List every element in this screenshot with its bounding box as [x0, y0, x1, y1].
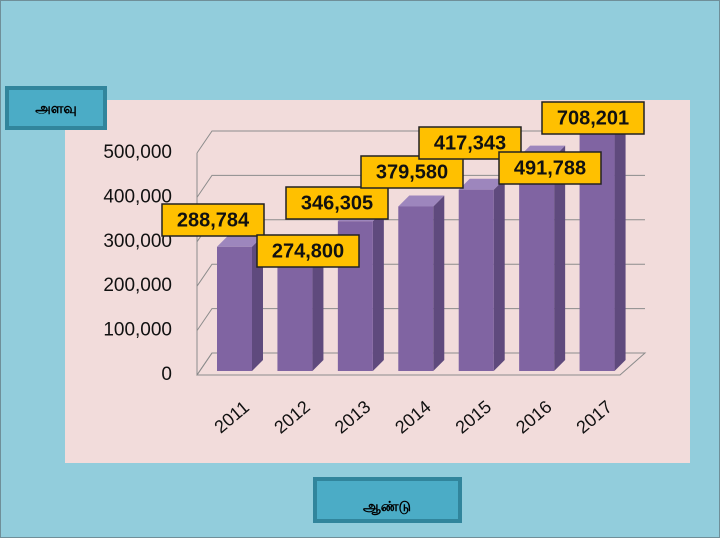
bar-side — [433, 195, 445, 371]
data-label-box — [541, 101, 645, 135]
x-axis-title: ஆண்டு — [363, 499, 411, 515]
bar — [217, 246, 252, 371]
bar — [277, 252, 313, 371]
data-label: 417,343 — [434, 132, 506, 154]
bar-side — [372, 210, 384, 371]
data-label: 379,580 — [376, 161, 448, 183]
data-label: 288,784 — [177, 209, 250, 231]
bar-side — [312, 241, 324, 371]
floor — [196, 352, 647, 376]
data-label-box — [161, 203, 265, 237]
data-label-box — [285, 186, 389, 220]
bar — [398, 206, 434, 371]
y-tick-label: 0 — [161, 364, 172, 385]
bar-side — [493, 178, 505, 371]
bar-top — [217, 235, 263, 247]
y-tick-label: 300,000 — [103, 231, 172, 252]
data-label: 274,800 — [272, 240, 344, 262]
data-label: 491,788 — [514, 157, 586, 179]
x-axis-title-box — [313, 477, 462, 523]
y-tick-label: 200,000 — [103, 275, 172, 296]
data-label-box — [498, 151, 602, 185]
bar-side — [554, 145, 566, 371]
y-axis-title-box — [5, 86, 107, 130]
bar-side — [252, 235, 263, 371]
y-tick-label: 500,000 — [103, 142, 172, 163]
data-label: 708,201 — [557, 107, 629, 129]
y-tick-label: 400,000 — [103, 186, 172, 207]
bar-top — [458, 178, 505, 190]
bar-side — [614, 127, 626, 371]
bar — [519, 156, 555, 371]
data-label-box — [256, 234, 360, 268]
data-label: 346,305 — [301, 192, 373, 214]
bar — [458, 189, 494, 371]
bar-top — [398, 195, 445, 207]
y-axis-title: அளவு — [35, 101, 77, 117]
y-tick-label: 100,000 — [103, 320, 172, 341]
data-label-box — [360, 155, 464, 189]
